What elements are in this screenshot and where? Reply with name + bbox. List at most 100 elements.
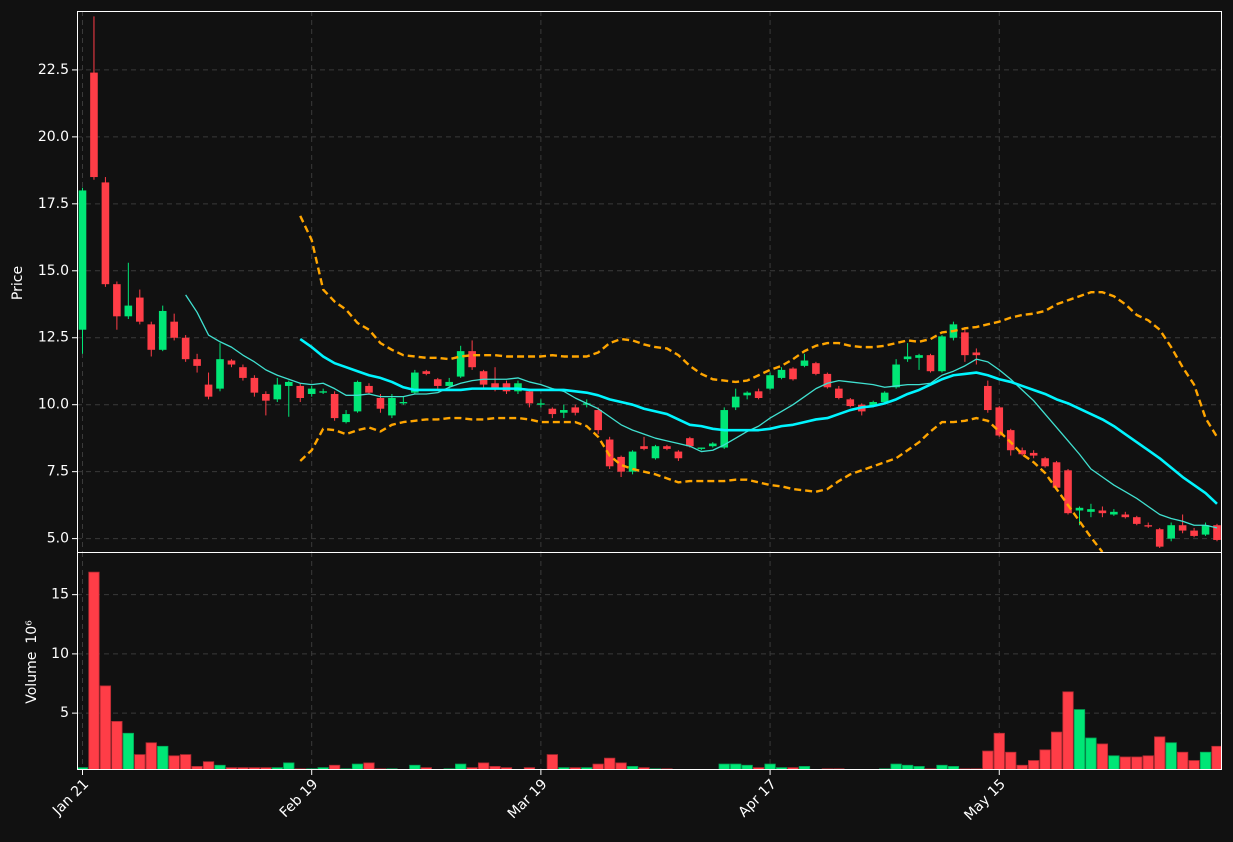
candle-body bbox=[1087, 509, 1095, 512]
volume-marks bbox=[77, 571, 1222, 770]
volume-bar bbox=[191, 766, 203, 770]
candle-body bbox=[972, 352, 981, 356]
volume-bar bbox=[718, 763, 730, 770]
candle-body bbox=[113, 284, 121, 317]
candle-body bbox=[273, 384, 282, 400]
candle-body bbox=[1006, 430, 1015, 451]
candle-body bbox=[376, 398, 385, 409]
candle-body bbox=[548, 408, 557, 415]
candle-body bbox=[1041, 458, 1049, 467]
y-tick-label: 12.5 bbox=[38, 330, 69, 346]
candle-body bbox=[605, 439, 614, 467]
volume-bar bbox=[99, 685, 112, 770]
volume-bar bbox=[88, 571, 100, 770]
candle-body bbox=[204, 384, 213, 397]
y-tick-label: 10 bbox=[51, 646, 69, 662]
candle-body bbox=[491, 383, 499, 389]
candle-body bbox=[571, 407, 580, 413]
y-tick-label: 10.0 bbox=[38, 397, 69, 413]
volume-bar bbox=[1096, 743, 1109, 770]
candle-body bbox=[743, 392, 751, 396]
volume-bar bbox=[180, 754, 192, 770]
volume-bar bbox=[764, 763, 776, 770]
candle-body bbox=[525, 391, 534, 404]
candle-body bbox=[1144, 525, 1153, 527]
candle-body bbox=[892, 364, 900, 388]
candle-body bbox=[789, 368, 797, 380]
marks bbox=[77, 16, 1222, 770]
candle-body bbox=[250, 377, 259, 393]
candle-body bbox=[663, 446, 671, 449]
volume-bar bbox=[626, 766, 639, 770]
volume-bar bbox=[947, 766, 960, 770]
volume-bar bbox=[134, 754, 146, 770]
volume-bar bbox=[157, 745, 169, 770]
candle-body bbox=[903, 356, 912, 360]
volume-bar bbox=[1108, 755, 1120, 770]
candle-body bbox=[995, 407, 1004, 436]
volume-bar bbox=[913, 766, 925, 770]
volume-bar bbox=[1062, 691, 1074, 770]
y-axis-label: Price bbox=[10, 266, 26, 300]
volume-bar bbox=[730, 763, 742, 770]
volume-bar bbox=[1176, 751, 1189, 770]
volume-bar bbox=[1131, 756, 1143, 770]
volume-bar bbox=[890, 763, 902, 770]
candle-body bbox=[1018, 450, 1026, 455]
volume-bar bbox=[202, 761, 215, 770]
volume-bar bbox=[477, 762, 490, 770]
candle-body bbox=[433, 379, 442, 386]
candle-body bbox=[90, 72, 98, 178]
volume-bar bbox=[604, 757, 616, 770]
candle-body bbox=[823, 373, 832, 388]
candle-body bbox=[766, 375, 774, 389]
candle-body bbox=[1213, 525, 1221, 540]
candle-body bbox=[468, 351, 476, 368]
candle-body bbox=[78, 190, 87, 330]
y-tick-label: 7.5 bbox=[47, 464, 69, 480]
volume-bar bbox=[351, 763, 364, 770]
candle-body bbox=[926, 355, 935, 372]
candle-body bbox=[479, 371, 488, 385]
candle-body bbox=[846, 399, 855, 407]
candle-body bbox=[411, 372, 419, 393]
candle-body bbox=[651, 446, 660, 459]
candle-body bbox=[1132, 517, 1141, 524]
volume-bar bbox=[1028, 760, 1040, 770]
candle-body bbox=[170, 321, 178, 338]
candle-body bbox=[560, 410, 568, 413]
volume-bar bbox=[122, 732, 134, 770]
candle-body bbox=[984, 385, 992, 411]
y-tick-label: 20.0 bbox=[38, 129, 69, 145]
volume-bar bbox=[993, 732, 1005, 770]
volume-bar bbox=[1073, 709, 1086, 770]
candle-body bbox=[284, 381, 293, 386]
volume-bar bbox=[982, 750, 994, 770]
candle-body bbox=[628, 451, 637, 472]
candle-body bbox=[777, 369, 786, 378]
candle-body bbox=[835, 388, 843, 399]
volume-bar bbox=[283, 762, 295, 770]
candle-body bbox=[456, 351, 465, 377]
candle-body bbox=[227, 360, 236, 365]
volume-bar bbox=[1050, 731, 1063, 770]
volume-bar bbox=[1039, 749, 1051, 770]
candle-body bbox=[1029, 452, 1038, 456]
volume-bar bbox=[546, 754, 558, 770]
y-tick-label: 5 bbox=[60, 705, 69, 721]
candle-body bbox=[697, 447, 706, 449]
grid bbox=[77, 11, 1222, 770]
candle-body bbox=[365, 385, 373, 393]
candle-body bbox=[1201, 525, 1210, 535]
candle-body bbox=[1167, 525, 1175, 539]
candle-body bbox=[640, 446, 648, 449]
candle-body bbox=[800, 360, 809, 366]
volume-bar bbox=[1005, 751, 1017, 770]
volume-bar bbox=[1119, 756, 1131, 770]
volume-bar bbox=[1085, 737, 1097, 770]
candle-body bbox=[880, 392, 889, 403]
y-tick-label: 15.0 bbox=[38, 263, 69, 279]
candle-body bbox=[961, 332, 969, 356]
candle-body bbox=[193, 359, 201, 366]
